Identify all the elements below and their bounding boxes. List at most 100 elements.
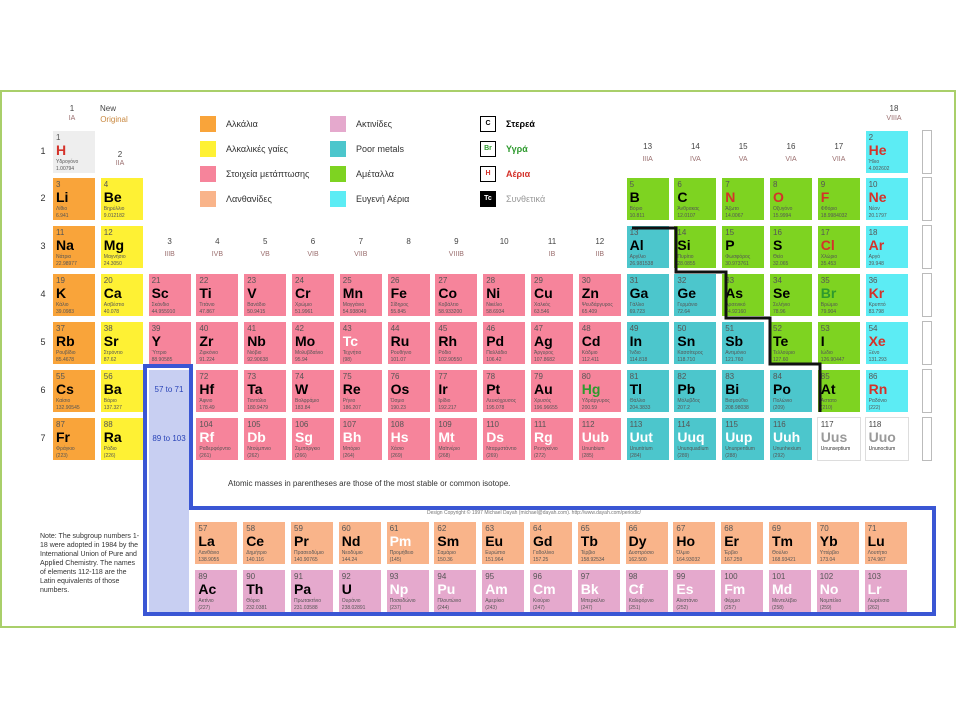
element-pr[interactable]: 59 Pr Πρασεοδύμιο 140.90765 bbox=[290, 521, 334, 565]
element-hf[interactable]: 72 Hf Άφνιο 178.49 bbox=[195, 369, 240, 413]
element-u[interactable]: 92 U Ουράνιο 238.02891 bbox=[337, 569, 382, 613]
element-sc[interactable]: 21 Sc Σκάνδιο 44.955910 bbox=[147, 273, 192, 317]
element-he[interactable]: 2 He Ήλιο 4.002602 bbox=[864, 130, 909, 174]
element-at[interactable]: 85 At Άστατο (210) bbox=[816, 369, 861, 413]
element-ta[interactable]: 73 Ta Ταντάλιο 180.9479 bbox=[243, 369, 288, 413]
element-pb[interactable]: 82 Pb Μόλυβδος 207.2 bbox=[673, 369, 718, 413]
element-ho[interactable]: 67 Ho Όλμιο 164.93032 bbox=[672, 521, 717, 565]
element-xe[interactable]: 54 Xe Ξένο 131.293 bbox=[864, 321, 909, 365]
element-zn[interactable]: 30 Zn Ψευδάργυρος 65.409 bbox=[577, 273, 622, 317]
element-v[interactable]: 23 V Βανάδιο 50.9415 bbox=[243, 273, 288, 317]
element-fe[interactable]: 26 Fe Σίδηρος 55.845 bbox=[386, 273, 431, 317]
element-f[interactable]: 9 F Φθόριο 18.9984032 bbox=[816, 177, 861, 221]
element-mn[interactable]: 25 Mn Μαγγάνιο 54.938049 bbox=[338, 273, 383, 317]
element-o[interactable]: 8 O Οξυγόνο 15.9994 bbox=[769, 177, 813, 221]
element-sm[interactable]: 62 Sm Σαμάριο 150.36 bbox=[433, 521, 478, 565]
element-h[interactable]: 1 H Υδρογόνο 1.00794 bbox=[52, 130, 96, 174]
element-pa[interactable]: 91 Pa Πρωτακτίνιο 231.03588 bbox=[290, 569, 334, 613]
element-be[interactable]: 4 Be Βηρύλλιο 9.012182 bbox=[99, 177, 144, 221]
element-lu[interactable]: 71 Lu Λουτήτιο 174.967 bbox=[863, 521, 908, 565]
element-ds[interactable]: 110 Ds Νταρμστάντιο (269) bbox=[482, 417, 527, 461]
element-fm[interactable]: 100 Fm Φέρμιο (257) bbox=[720, 569, 765, 613]
element-kr[interactable]: 36 Kr Κρυπτό 83.798 bbox=[864, 273, 909, 317]
element-ni[interactable]: 28 Ni Νικέλιο 58.6934 bbox=[482, 273, 527, 317]
element-tm[interactable]: 69 Tm Θούλιο 168.93421 bbox=[768, 521, 812, 565]
element-th[interactable]: 90 Th Θόριο 232.0381 bbox=[242, 569, 287, 613]
element-ac[interactable]: 89 Ac Ακτίνιο (227) bbox=[194, 569, 239, 613]
element-n[interactable]: 7 N Άζωτο 14.0067 bbox=[721, 177, 766, 221]
element-hs[interactable]: 108 Hs Χάσιο (269) bbox=[386, 417, 431, 461]
element-cs[interactable]: 55 Cs Καίσιο 132.90545 bbox=[52, 369, 96, 413]
element-uus[interactable]: 117 Uus Ununseptium bbox=[816, 417, 861, 461]
element-no[interactable]: 102 No Νομπέλιο (259) bbox=[815, 569, 860, 613]
element-la[interactable]: 57 La Λανθάνιο 138.9055 bbox=[194, 521, 239, 565]
element-ru[interactable]: 44 Ru Ρουθήνιο 101.07 bbox=[386, 321, 431, 365]
element-ga[interactable]: 31 Ga Γάλλιο 69.723 bbox=[625, 273, 670, 317]
element-ca[interactable]: 20 Ca Ασβέστιο 40.078 bbox=[99, 273, 144, 317]
element-ce[interactable]: 58 Ce Δημήτριο 140.116 bbox=[242, 521, 287, 565]
element-rb[interactable]: 37 Rb Ρουβίδιο 85.4678 bbox=[52, 321, 96, 365]
element-cl[interactable]: 17 Cl Χλώριο 35.453 bbox=[816, 225, 861, 269]
element-ar[interactable]: 18 Ar Αργό 39.948 bbox=[864, 225, 909, 269]
element-rg[interactable]: 111 Rg Ρεντγκένιο (272) bbox=[530, 417, 574, 461]
element-hg[interactable]: 80 Hg Υδράργυρος 200.59 bbox=[577, 369, 622, 413]
element-al[interactable]: 13 Al Αργίλιο 26.981538 bbox=[625, 225, 670, 269]
element-ne[interactable]: 10 Ne Νέον 20.1797 bbox=[864, 177, 909, 221]
element-pu[interactable]: 94 Pu Πλουτώνιο (244) bbox=[433, 569, 478, 613]
element-uuo[interactable]: 118 Uuo Ununoctium bbox=[864, 417, 909, 461]
element-rf[interactable]: 104 Rf Ραδερφόρντιο (261) bbox=[195, 417, 240, 461]
element-fr[interactable]: 87 Fr Φράγκιο (223) bbox=[52, 417, 96, 461]
element-sr[interactable]: 38 Sr Στρόντιο 87.62 bbox=[99, 321, 144, 365]
element-au[interactable]: 79 Au Χρυσός 196.96655 bbox=[530, 369, 574, 413]
element-er[interactable]: 68 Er Έρβιο 167.259 bbox=[720, 521, 765, 565]
element-si[interactable]: 14 Si Πυρίτιο 28.0855 bbox=[673, 225, 718, 269]
element-np[interactable]: 93 Np Ποσειδώνιο (237) bbox=[385, 569, 430, 613]
element-br[interactable]: 35 Br Βρώμιο 79.904 bbox=[816, 273, 861, 317]
element-i[interactable]: 53 I Ιώδιο 126.90447 bbox=[816, 321, 861, 365]
element-pt[interactable]: 78 Pt Λευκόχρυσος 195.078 bbox=[482, 369, 527, 413]
element-uut[interactable]: 113 Uut Ununtrium (284) bbox=[625, 417, 670, 461]
element-te[interactable]: 52 Te Τελλούριο 127.60 bbox=[769, 321, 813, 365]
element-zr[interactable]: 40 Zr Ζιρκόνιο 91.224 bbox=[195, 321, 240, 365]
element-li[interactable]: 3 Li Λίθιο 6.941 bbox=[52, 177, 96, 221]
element-eu[interactable]: 63 Eu Ευρώπιο 151.964 bbox=[481, 521, 526, 565]
element-db[interactable]: 105 Db Ντούμπνιο (262) bbox=[243, 417, 288, 461]
element-lr[interactable]: 103 Lr Λωρένσιο (262) bbox=[863, 569, 908, 613]
element-w[interactable]: 74 W Βολφράμιο 183.84 bbox=[291, 369, 335, 413]
element-cm[interactable]: 96 Cm Κιούριο (247) bbox=[529, 569, 573, 613]
element-md[interactable]: 101 Md Μεντελέβιο (258) bbox=[768, 569, 812, 613]
element-ge[interactable]: 32 Ge Γερμάνιο 72.64 bbox=[673, 273, 718, 317]
element-cd[interactable]: 48 Cd Κάδμιο 112.411 bbox=[577, 321, 622, 365]
element-ir[interactable]: 77 Ir Ιρίδιο 192.217 bbox=[434, 369, 479, 413]
element-ti[interactable]: 22 Ti Τιτάνιο 47.867 bbox=[195, 273, 240, 317]
element-os[interactable]: 76 Os Όσμιο 190.23 bbox=[386, 369, 431, 413]
element-mt[interactable]: 109 Mt Μαϊτνέριο (268) bbox=[434, 417, 479, 461]
element-yb[interactable]: 70 Yb Υττέρβιο 173.04 bbox=[815, 521, 860, 565]
element-bk[interactable]: 97 Bk Μπερκέλιο (247) bbox=[576, 569, 621, 613]
element-sb[interactable]: 51 Sb Αντιμόνιο 121.760 bbox=[721, 321, 766, 365]
element-bh[interactable]: 107 Bh Μπόριο (264) bbox=[338, 417, 383, 461]
element-re[interactable]: 75 Re Ρήνιο 186.207 bbox=[338, 369, 383, 413]
element-po[interactable]: 84 Po Πολώνιο (209) bbox=[769, 369, 813, 413]
element-dy[interactable]: 66 Dy Δυσπρόσιο 162.500 bbox=[624, 521, 669, 565]
element-k[interactable]: 19 K Κάλιο 39.0983 bbox=[52, 273, 96, 317]
element-co[interactable]: 27 Co Κοβάλτιο 58.933200 bbox=[434, 273, 479, 317]
element-uup[interactable]: 115 Uup Ununpentium (288) bbox=[721, 417, 766, 461]
element-bi[interactable]: 83 Bi Βισμούθιο 208.98038 bbox=[721, 369, 766, 413]
element-tl[interactable]: 81 Tl Θάλλιο 204.3833 bbox=[625, 369, 670, 413]
element-cr[interactable]: 24 Cr Χρώμιο 51.9961 bbox=[291, 273, 335, 317]
element-nb[interactable]: 41 Nb Νιόβιο 92.90638 bbox=[243, 321, 288, 365]
element-uuq[interactable]: 114 Uuq Ununquadium (289) bbox=[673, 417, 718, 461]
element-mg[interactable]: 12 Mg Μαγνήσιο 24.3050 bbox=[99, 225, 144, 269]
element-pm[interactable]: 61 Pm Προμήθειο (145) bbox=[385, 521, 430, 565]
element-sg[interactable]: 106 Sg Σιμπόργκιο (266) bbox=[291, 417, 335, 461]
element-p[interactable]: 15 P Φωσφόρος 30.973761 bbox=[721, 225, 766, 269]
element-ra[interactable]: 88 Ra Ράδιο (226) bbox=[99, 417, 144, 461]
element-uub[interactable]: 112 Uub Ununbium (285) bbox=[577, 417, 622, 461]
element-in[interactable]: 49 In Ίνδιο 114.818 bbox=[625, 321, 670, 365]
element-s[interactable]: 16 S Θείο 32.065 bbox=[769, 225, 813, 269]
element-gd[interactable]: 64 Gd Γαδολίνιο 157.25 bbox=[529, 521, 573, 565]
element-cu[interactable]: 29 Cu Χαλκός 63.546 bbox=[530, 273, 574, 317]
element-tc[interactable]: 43 Tc Τεχνήτιο (98) bbox=[338, 321, 383, 365]
element-mo[interactable]: 42 Mo Μολυβδαίνιο 95.94 bbox=[291, 321, 335, 365]
